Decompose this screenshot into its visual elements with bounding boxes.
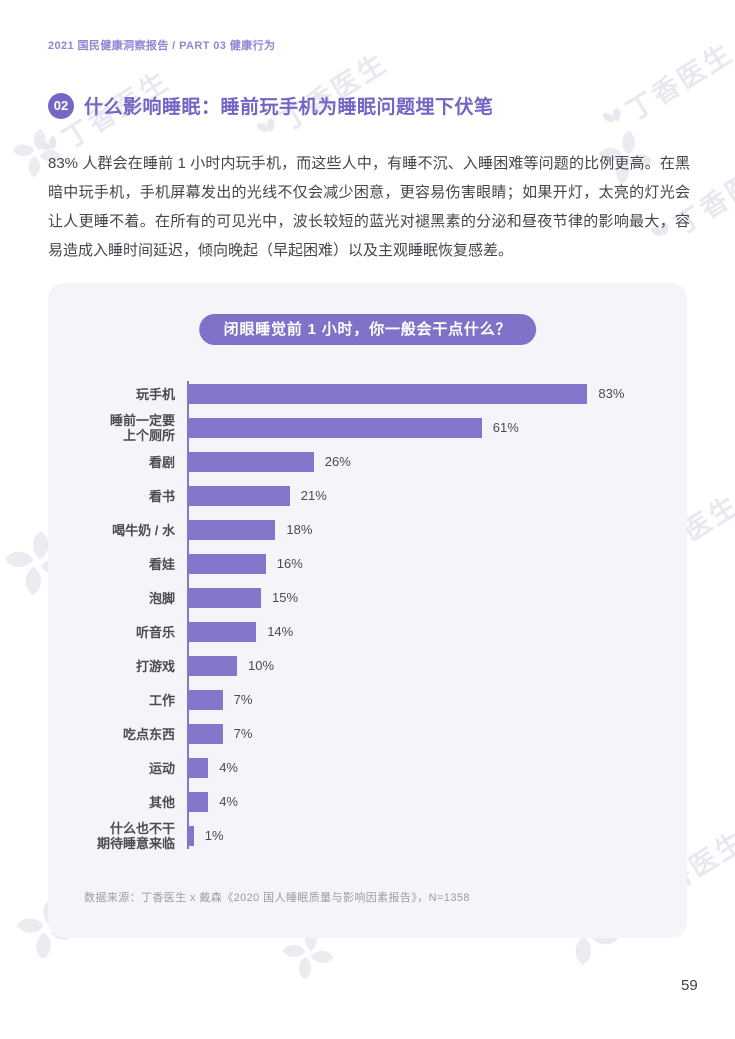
chart-category-label: 运动	[148, 760, 175, 776]
chart-bar	[189, 656, 237, 676]
chart-bar	[189, 690, 223, 710]
chart-bar	[189, 418, 482, 438]
chart-value-label: 15%	[272, 590, 299, 605]
chart-value-label: 61%	[492, 420, 519, 435]
chart-bar	[189, 384, 588, 404]
section-header: 02 什么影响睡眠：睡前玩手机为睡眠问题埋下伏笔	[48, 92, 494, 119]
chart-bar	[189, 486, 290, 506]
chart-bar	[189, 826, 194, 846]
brand-watermark-text: 丁香医生	[275, 47, 393, 137]
chart-bar-track: 7%	[189, 724, 687, 744]
chart-row: 看剧 26%	[48, 445, 687, 479]
chart-value-label: 1%	[204, 828, 224, 843]
chart-value-label: 4%	[219, 760, 238, 775]
chart-row: 看书 21%	[48, 479, 687, 513]
chart-bar-track: 15%	[189, 588, 687, 608]
chart-bar-track: 1%	[189, 826, 687, 846]
chart-category-label: 听音乐	[135, 624, 175, 640]
chart-category-label: 喝牛奶 / 水	[112, 522, 175, 538]
chart-bar-track: 83%	[189, 384, 687, 404]
chart-bar-track: 26%	[189, 452, 687, 472]
chart-row: 工作 7%	[48, 683, 687, 717]
chart-axis-line	[187, 381, 189, 849]
chart-bar	[189, 724, 223, 744]
chart-bar-track: 21%	[189, 486, 687, 506]
section-title: 什么影响睡眠：睡前玩手机为睡眠问题埋下伏笔	[84, 97, 494, 118]
chart-bar-track: 4%	[189, 758, 687, 778]
chart-card: 闭眼睡觉前 1 小时，你一般会干点什么？ 玩手机 83% 睡前一定要 上个厕所 61% 看…	[48, 283, 687, 938]
petal-logo-icon	[594, 99, 633, 141]
chart-bar-track: 4%	[189, 792, 687, 812]
chart-category-label: 看娃	[148, 556, 175, 572]
chart-row: 其他 4%	[48, 785, 687, 819]
chart-row: 听音乐 14%	[48, 615, 687, 649]
chart-bar-track: 10%	[189, 656, 687, 676]
chart-bar	[189, 520, 276, 540]
chart-value-label: 16%	[276, 556, 303, 571]
chart-value-label: 10%	[248, 658, 275, 673]
breadcrumb: 2021 国民健康洞察报告 / PART 03 健康行为	[48, 40, 276, 52]
brand-watermark: 丁香医生	[593, 31, 735, 143]
chart-bar	[189, 758, 209, 778]
chart-category-label: 玩手机	[135, 386, 175, 402]
chart-bar-track: 16%	[189, 554, 687, 574]
chart-category-label: 睡前一定要 上个厕所	[109, 413, 175, 443]
data-source: 数据来源：丁香医生 x 戴森《2020 国人睡眠质量与影响因素报告》，N=135…	[84, 892, 470, 904]
chart-row: 睡前一定要 上个厕所 61%	[48, 411, 687, 445]
chart-value-label: 7%	[233, 726, 253, 741]
chart-row: 运动 4%	[48, 751, 687, 785]
chart-category-label: 吃点东西	[122, 726, 175, 742]
chart-bar-track: 61%	[189, 418, 687, 438]
chart-row: 玩手机 83%	[48, 377, 687, 411]
chart-category-label: 什么也不干 期待睡意来临	[96, 821, 175, 851]
chart-category-label: 其他	[148, 794, 175, 810]
chart-row: 吃点东西 7%	[48, 717, 687, 751]
chart-bar	[189, 588, 261, 608]
page-number: 59	[681, 977, 698, 994]
brand-watermark-text: 丁香医生	[621, 37, 735, 127]
chart-bar-track: 7%	[189, 690, 687, 710]
chart-value-label: 14%	[267, 624, 294, 639]
chart-value-label: 83%	[598, 386, 625, 401]
chart-bar	[189, 622, 257, 642]
section-number-badge: 02	[48, 92, 74, 119]
chart-category-label: 看剧	[148, 454, 175, 470]
chart-value-label: 4%	[219, 794, 238, 809]
chart-bar	[189, 792, 209, 812]
chart-row: 什么也不干 期待睡意来临 1%	[48, 819, 687, 853]
bar-chart: 玩手机 83% 睡前一定要 上个厕所 61% 看剧 26% 看书 21% 喝牛奶 / 水 18% 看娃…	[48, 377, 687, 853]
chart-category-label: 看书	[148, 488, 175, 504]
chart-row: 喝牛奶 / 水 18%	[48, 513, 687, 547]
chart-row: 看娃 16%	[48, 547, 687, 581]
chart-bar	[189, 452, 314, 472]
chart-category-label: 工作	[148, 692, 175, 708]
chart-row: 打游戏 10%	[48, 649, 687, 683]
chart-value-label: 26%	[324, 454, 351, 469]
chart-row: 泡脚 15%	[48, 581, 687, 615]
chart-title-pill: 闭眼睡觉前 1 小时，你一般会干点什么？	[198, 314, 537, 345]
chart-category-label: 打游戏	[135, 658, 175, 674]
chart-value-label: 7%	[233, 692, 253, 707]
chart-bar-track: 14%	[189, 622, 687, 642]
chart-bar	[189, 554, 266, 574]
chart-category-label: 泡脚	[148, 590, 175, 606]
chart-value-label: 18%	[286, 522, 313, 537]
chart-value-label: 21%	[300, 488, 327, 503]
chart-bar-track: 18%	[189, 520, 687, 540]
body-paragraph: 83% 人群会在睡前 1 小时内玩手机，而这些人中，有睡不沉、入睡困难等问题的比…	[48, 155, 690, 259]
